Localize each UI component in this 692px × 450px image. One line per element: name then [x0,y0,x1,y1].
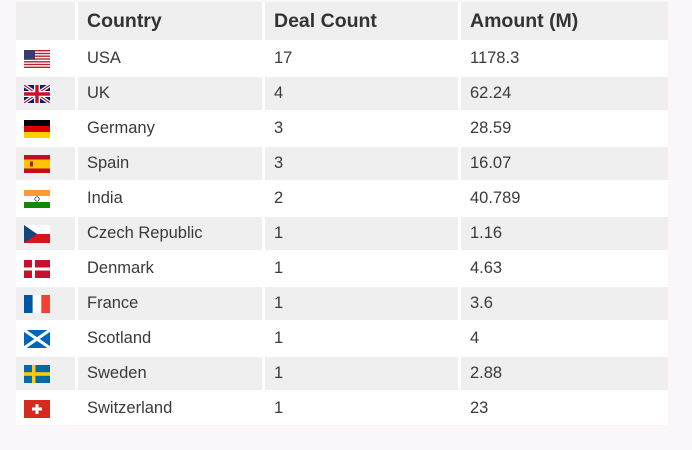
flag-cell [16,110,78,145]
table-row: France 1 3.6 [16,285,668,320]
amount-cell: 4 [461,320,668,355]
flag-cell [16,250,78,285]
deal-count-cell: 1 [265,390,461,425]
deals-by-country-table: Country Deal Count Amount (M) USA 17 117… [16,2,668,425]
france-flag-icon [24,294,50,313]
country-cell: Sweden [78,355,265,390]
table-row: Germany 3 28.59 [16,110,668,145]
deal-count-cell: 1 [265,285,461,320]
table-row: Spain 3 16.07 [16,145,668,180]
amount-cell: 4.63 [461,250,668,285]
deals-table-container: Country Deal Count Amount (M) USA 17 117… [16,2,668,425]
table-row: Czech Republic 1 1.16 [16,215,668,250]
deal-count-cell: 3 [265,145,461,180]
table-row: Scotland 1 4 [16,320,668,355]
germany-flag-icon [24,119,50,138]
amount-cell: 28.59 [461,110,668,145]
amount-cell: 1178.3 [461,40,668,75]
flag-cell [16,180,78,215]
scotland-flag-icon [24,329,50,348]
flag-cell [16,215,78,250]
deal-count-cell: 17 [265,40,461,75]
country-cell: France [78,285,265,320]
table-row: Switzerland 1 23 [16,390,668,425]
table-row: Sweden 1 2.88 [16,355,668,390]
flag-cell [16,355,78,390]
deal-count-cell: 1 [265,355,461,390]
country-cell: Switzerland [78,390,265,425]
amount-cell: 2.88 [461,355,668,390]
amount-cell: 16.07 [461,145,668,180]
deal-count-cell: 1 [265,320,461,355]
deal-count-cell: 4 [265,75,461,110]
amount-cell: 62.24 [461,75,668,110]
czech-republic-flag-icon [24,224,50,243]
table-row: India 2 40.789 [16,180,668,215]
country-cell: Denmark [78,250,265,285]
deal-count-cell: 1 [265,250,461,285]
country-cell: India [78,180,265,215]
country-cell: Czech Republic [78,215,265,250]
header-amount[interactable]: Amount (M) [461,2,668,40]
usa-flag-icon [24,49,50,68]
flag-cell [16,320,78,355]
deal-count-cell: 3 [265,110,461,145]
table-row: UK 4 62.24 [16,75,668,110]
amount-cell: 3.6 [461,285,668,320]
amount-cell: 40.789 [461,180,668,215]
country-cell: Spain [78,145,265,180]
flag-cell [16,40,78,75]
flag-cell [16,145,78,180]
country-cell: USA [78,40,265,75]
switzerland-flag-icon [24,399,50,418]
header-deal-count[interactable]: Deal Count [265,2,461,40]
header-country[interactable]: Country [78,2,265,40]
deal-count-cell: 2 [265,180,461,215]
table-row: USA 17 1178.3 [16,40,668,75]
flag-cell [16,285,78,320]
india-flag-icon [24,189,50,208]
country-cell: Germany [78,110,265,145]
uk-flag-icon [24,84,50,103]
spain-flag-icon [24,154,50,173]
header-flag [16,2,78,40]
flag-cell [16,75,78,110]
flag-cell [16,390,78,425]
amount-cell: 23 [461,390,668,425]
deal-count-cell: 1 [265,215,461,250]
table-header-row: Country Deal Count Amount (M) [16,2,668,40]
table-row: Denmark 1 4.63 [16,250,668,285]
country-cell: UK [78,75,265,110]
country-cell: Scotland [78,320,265,355]
amount-cell: 1.16 [461,215,668,250]
denmark-flag-icon [24,259,50,278]
sweden-flag-icon [24,364,50,383]
